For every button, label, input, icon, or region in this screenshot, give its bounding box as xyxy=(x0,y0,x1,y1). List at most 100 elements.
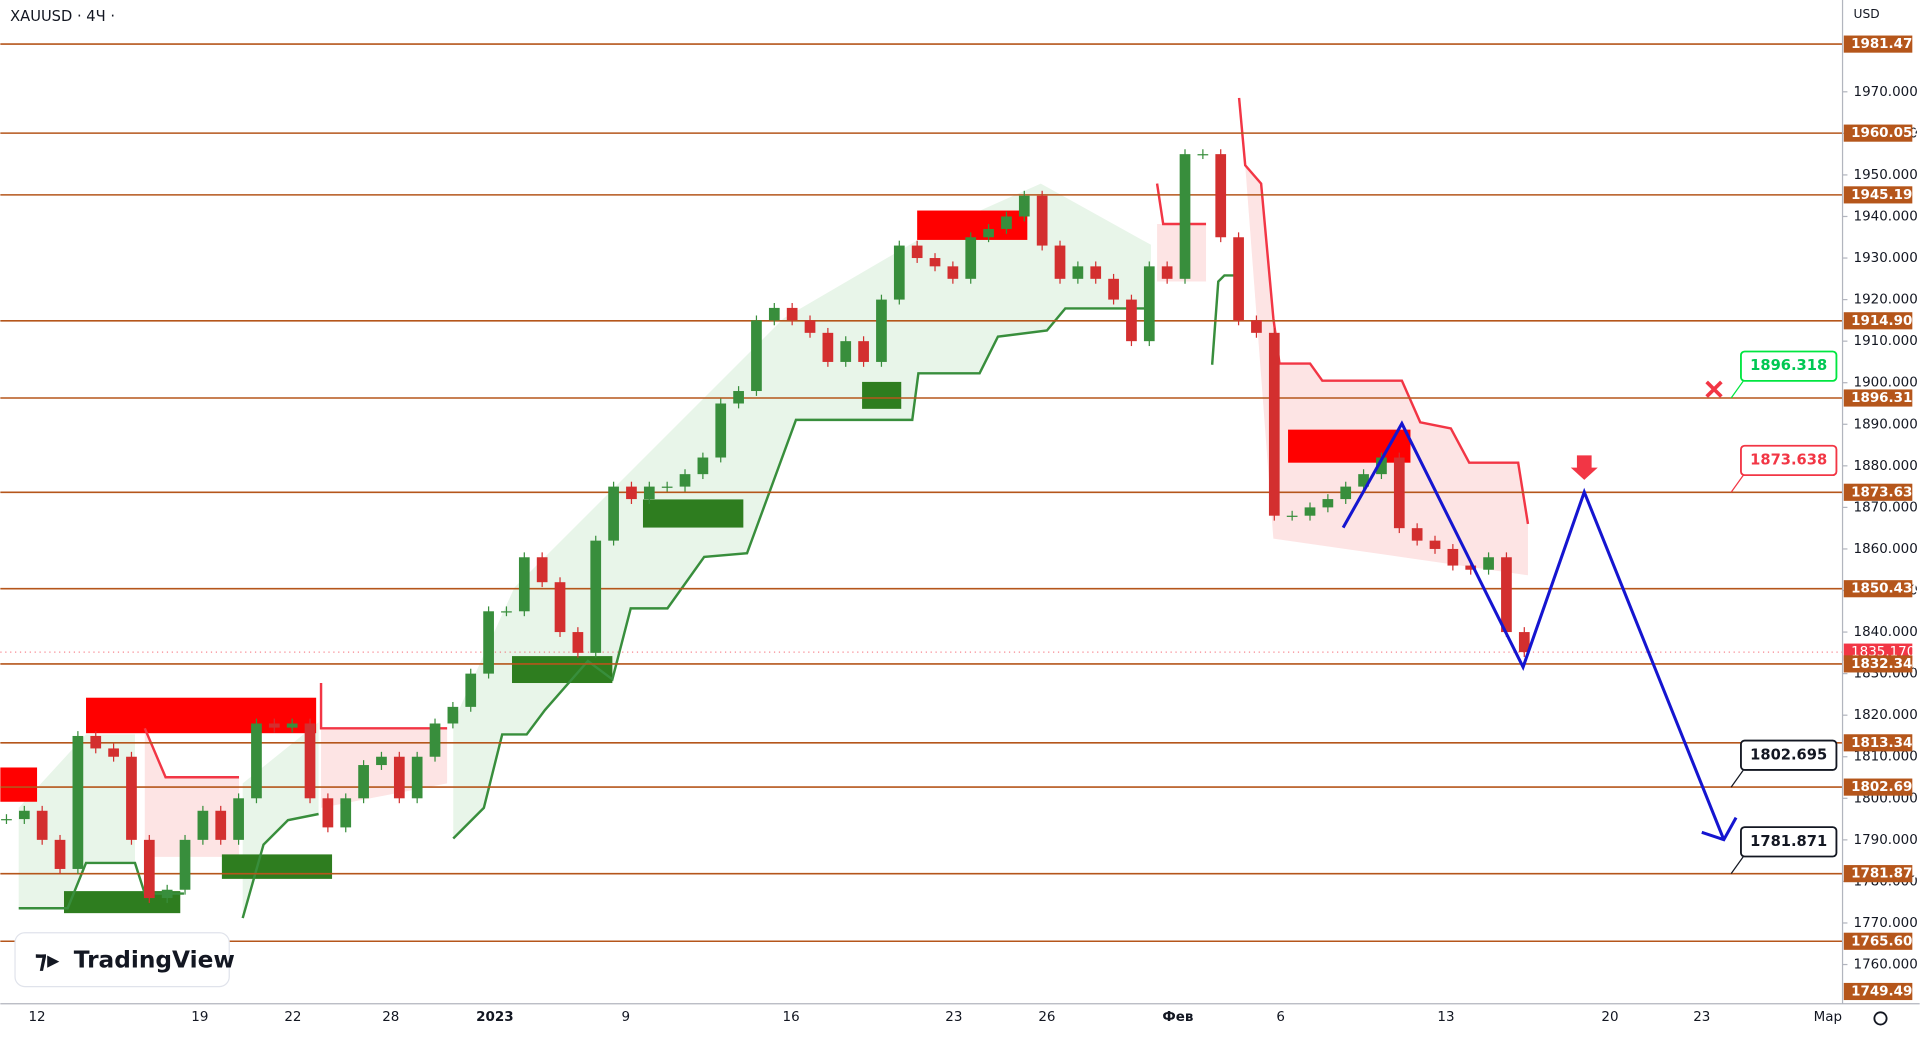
candle xyxy=(768,307,780,321)
level-label-box xyxy=(1843,35,1913,53)
chart-title: XAUUSD · 4Ч · xyxy=(10,8,115,25)
candle xyxy=(1376,457,1387,475)
price-axis xyxy=(1842,0,1920,1038)
candle xyxy=(911,245,923,259)
x-tick-label: 23 xyxy=(945,1010,962,1025)
candle xyxy=(304,723,316,799)
candle xyxy=(1304,507,1316,516)
candle xyxy=(72,735,84,869)
x-tick-label: Фев xyxy=(1162,1010,1193,1025)
candle xyxy=(786,307,798,321)
candle xyxy=(1483,557,1494,570)
y-tick-label: 1860.000 xyxy=(1854,542,1918,557)
y-tick-label: 1900.000 xyxy=(1854,376,1918,391)
candle xyxy=(626,486,637,500)
candle xyxy=(1108,278,1119,300)
y-tick-label: 1940.000 xyxy=(1854,209,1918,224)
level-label-box xyxy=(1843,778,1913,796)
candle xyxy=(1233,237,1244,321)
candle xyxy=(965,237,977,279)
level-label-box xyxy=(1843,734,1913,752)
level-label: 1960.054 xyxy=(1851,126,1920,141)
candle xyxy=(1501,557,1512,633)
level-label: 1850.430 xyxy=(1851,582,1920,597)
projection xyxy=(1341,420,1738,842)
candle xyxy=(501,611,512,613)
callout-leader xyxy=(1730,856,1744,874)
level-label: 1765.600 xyxy=(1851,934,1920,949)
candle xyxy=(197,810,209,840)
candle xyxy=(1036,195,1048,246)
candle xyxy=(465,673,477,707)
candle xyxy=(608,486,619,541)
callout-box xyxy=(1740,350,1838,382)
candle xyxy=(1072,266,1084,279)
y-tick-label: 1870.000 xyxy=(1854,500,1918,515)
callout-box xyxy=(1740,739,1838,771)
candle xyxy=(1393,457,1405,529)
x-tick-label: 13 xyxy=(1437,1010,1454,1025)
candle xyxy=(483,611,494,674)
candle xyxy=(1179,154,1191,279)
candle xyxy=(1126,299,1137,342)
candle xyxy=(983,228,994,238)
watermark-logo: ⁊▸ xyxy=(35,945,61,974)
level-label-box xyxy=(1843,389,1913,407)
candle xyxy=(643,486,655,500)
candle xyxy=(876,299,887,362)
level-label: 1832.341 xyxy=(1851,657,1920,672)
candle xyxy=(268,723,280,728)
x-tick-label: 2023 xyxy=(476,1010,513,1025)
candle xyxy=(715,403,727,458)
candle xyxy=(1465,565,1477,570)
candle xyxy=(1518,632,1530,653)
x-tick-label: 16 xyxy=(783,1010,800,1025)
candle xyxy=(751,320,762,392)
candle xyxy=(1411,528,1423,541)
candle xyxy=(1251,320,1262,333)
callout-leader xyxy=(1730,380,1744,399)
candle xyxy=(36,810,48,840)
level-label: 1914.902 xyxy=(1851,314,1920,329)
level-label: 1981.477 xyxy=(1851,37,1920,52)
cross xyxy=(1705,380,1723,398)
x-tick-label: 22 xyxy=(284,1010,301,1025)
candle xyxy=(572,632,584,653)
candle xyxy=(1001,216,1012,229)
candle xyxy=(322,798,334,828)
candle xyxy=(590,540,602,653)
candle xyxy=(536,557,548,583)
candle xyxy=(1429,540,1441,549)
y-tick-label: 1910.000 xyxy=(1854,334,1918,349)
candle xyxy=(376,756,387,766)
candle xyxy=(1090,266,1102,279)
level-label-box xyxy=(1843,483,1913,501)
y-tick-label: 1950.000 xyxy=(1854,168,1918,183)
level-label: 1749.498 xyxy=(1851,984,1920,999)
x-tick-label: 23 xyxy=(1693,1010,1710,1025)
candle xyxy=(1340,486,1352,500)
candle xyxy=(1268,332,1280,516)
y-tick-label: 1880.000 xyxy=(1854,459,1918,474)
currency[interactable]: USD xyxy=(1854,7,1880,21)
candle xyxy=(54,839,66,869)
callouts: 1896.318 1873.638 1802.695 1781.871 xyxy=(1730,350,1838,874)
watermark: TradingView xyxy=(74,946,235,973)
candle xyxy=(1143,266,1155,342)
callout-label: 1896.318 xyxy=(1750,357,1827,374)
candle xyxy=(179,839,191,890)
candle xyxy=(18,810,30,820)
candle xyxy=(893,245,905,300)
y-tick-label: 1770.000 xyxy=(1854,916,1918,931)
settings[interactable] xyxy=(1873,1011,1888,1026)
level-label-box xyxy=(1843,124,1913,142)
x-tick-label: Мар xyxy=(1814,1010,1842,1025)
candle xyxy=(1,819,12,821)
candle xyxy=(733,391,744,404)
candle xyxy=(1018,195,1030,217)
y-tick-label: 1810.000 xyxy=(1854,750,1918,765)
candle xyxy=(661,486,673,488)
x-tick-label: 12 xyxy=(28,1010,45,1025)
x-tick-label: 28 xyxy=(382,1010,399,1025)
